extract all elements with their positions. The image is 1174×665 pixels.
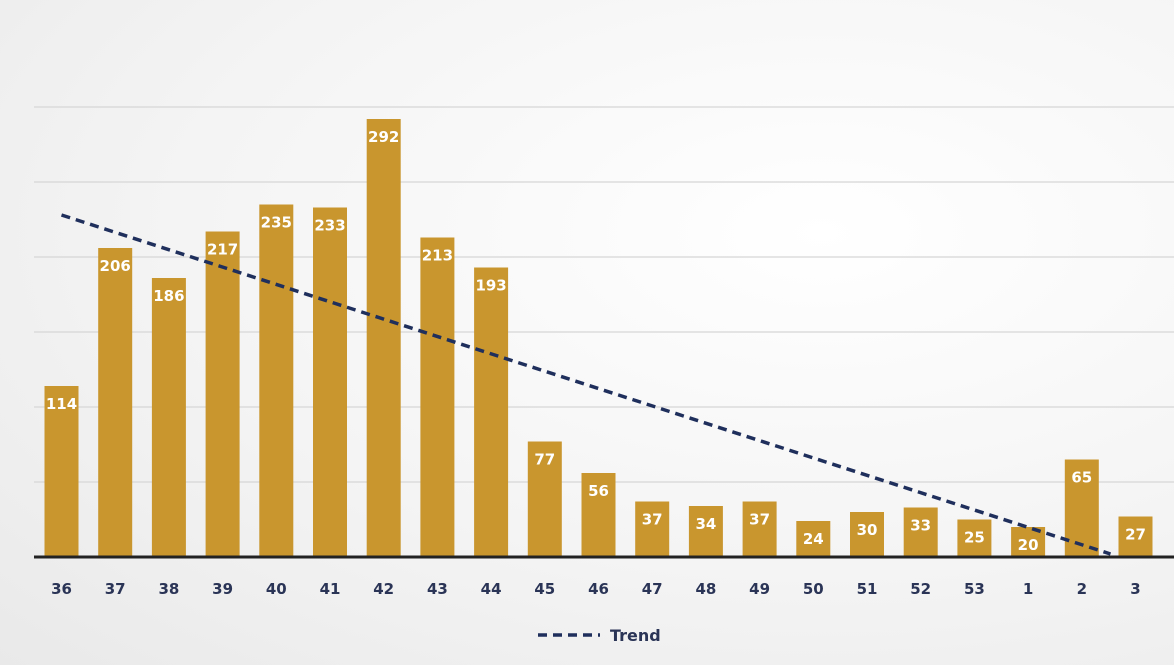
bar-value-label: 37 [749, 511, 770, 529]
bar-value-labels: 114 206 186 217 235 233 292 213 193 77 56 37 34 37 24 3… [46, 128, 1146, 554]
x-tick-label: 41 [320, 580, 341, 598]
x-tick-label: 39 [212, 580, 233, 598]
trend-line [60, 213, 1112, 556]
bar-value-label: 114 [46, 395, 77, 413]
bar-44 [474, 267, 509, 557]
legend-trend-label: Trend [610, 626, 661, 645]
x-tick-label: 2 [1077, 580, 1087, 598]
bar-value-label: 27 [1125, 526, 1146, 544]
bar-value-label: 37 [642, 511, 663, 529]
x-tick-label: 38 [158, 580, 179, 598]
bar-52 [903, 507, 938, 557]
bars [44, 119, 1153, 557]
bar-39 [205, 231, 240, 557]
bar-46 [581, 473, 616, 557]
x-tick-label: 53 [964, 580, 985, 598]
bar-value-label: 213 [422, 247, 453, 265]
x-tick-label: 46 [588, 580, 609, 598]
bar-53 [957, 519, 992, 557]
bar-value-label: 34 [695, 515, 716, 533]
bar-45 [527, 441, 562, 557]
bar-value-label: 186 [153, 287, 184, 305]
x-tick-label: 42 [373, 580, 394, 598]
bar-value-label: 24 [803, 530, 824, 548]
bar-43 [420, 237, 455, 557]
x-tick-label: 48 [695, 580, 716, 598]
bar-value-label: 206 [100, 257, 131, 275]
x-tick-label: 43 [427, 580, 448, 598]
x-tick-label: 37 [105, 580, 126, 598]
x-tick-labels: 36 37 38 39 40 41 42 43 44 45 46 47 48 49 50 51 52 53 1 2 3 [51, 580, 1141, 598]
bar-51 [850, 512, 884, 557]
x-tick-label: 51 [857, 580, 878, 598]
bar-value-label: 233 [314, 217, 345, 235]
x-tick-label: 47 [642, 580, 663, 598]
bar-40 [259, 204, 294, 557]
bar-49 [742, 501, 777, 557]
bar-value-label: 292 [368, 128, 399, 146]
x-tick-label: 40 [266, 580, 287, 598]
bar-3 [1118, 516, 1153, 557]
bar-value-label: 56 [588, 482, 609, 500]
bar-value-label: 65 [1071, 469, 1092, 487]
x-tick-label: 50 [803, 580, 824, 598]
bar-36 [44, 386, 79, 557]
bar-value-label: 193 [475, 277, 506, 295]
x-tick-label: 52 [910, 580, 931, 598]
bar-41 [313, 207, 347, 557]
x-tick-label: 36 [51, 580, 72, 598]
bar-value-label: 20 [1018, 536, 1039, 554]
bar-value-label: 77 [534, 451, 555, 469]
bar-2 [1064, 459, 1099, 557]
bar-37 [98, 248, 133, 557]
x-tick-label: 3 [1130, 580, 1140, 598]
legend: Trend [538, 626, 661, 645]
gridlines [34, 106, 1174, 483]
bar-48 [688, 506, 723, 557]
x-tick-label: 44 [481, 580, 502, 598]
bar-value-label: 25 [964, 529, 985, 547]
x-tick-label: 49 [749, 580, 770, 598]
bar-50 [796, 521, 831, 557]
bar-value-label: 33 [910, 517, 931, 535]
x-tick-label: 1 [1023, 580, 1033, 598]
bar-value-label: 30 [857, 521, 878, 539]
x-tick-label: 45 [534, 580, 555, 598]
bar-47 [635, 501, 670, 557]
bar-38 [151, 278, 186, 557]
bar-value-label: 217 [207, 241, 238, 259]
bar-42 [366, 119, 401, 557]
bar-value-label: 235 [261, 214, 292, 232]
